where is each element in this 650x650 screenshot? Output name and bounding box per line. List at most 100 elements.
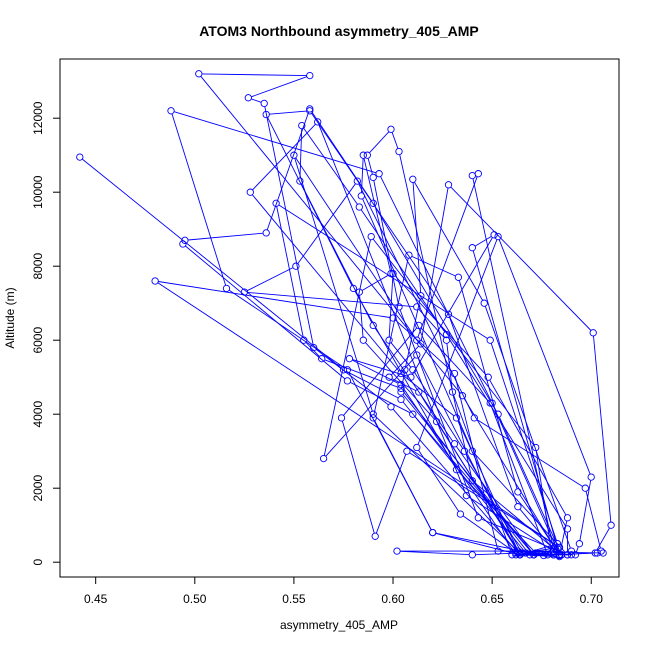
data-point — [363, 151, 371, 159]
series-segment — [402, 394, 533, 553]
series-segment — [200, 76, 461, 394]
data-point — [371, 532, 379, 540]
data-point — [470, 414, 478, 422]
x-axis: 0.45 0.50 0.55 0.60 0.65 0.70 — [84, 576, 603, 606]
data-point — [76, 153, 84, 161]
data-point — [484, 373, 492, 381]
series-segment — [411, 255, 456, 277]
data-point — [532, 443, 540, 452]
data-point — [181, 236, 189, 244]
series-segment — [311, 111, 372, 201]
data-point — [389, 314, 397, 322]
series-segment — [311, 113, 448, 312]
series-segment — [251, 98, 262, 103]
series-segment — [294, 158, 373, 412]
series-segment — [454, 376, 498, 549]
data-point — [409, 175, 417, 183]
series-segment — [228, 289, 346, 369]
series-segment — [390, 342, 412, 368]
data-point — [314, 118, 322, 126]
data-point — [413, 351, 421, 359]
series-segment — [323, 239, 371, 456]
data-point — [555, 551, 564, 559]
series-segment — [453, 394, 512, 552]
series-segment — [363, 158, 391, 271]
data-point — [432, 417, 441, 426]
series-segment — [462, 515, 514, 552]
data-point — [272, 199, 280, 207]
series-segment — [399, 309, 478, 515]
data-point — [195, 70, 203, 78]
series-segment — [325, 357, 416, 457]
x-tick-label: 0.55 — [282, 592, 306, 606]
data-point — [589, 329, 597, 337]
series-segment — [173, 111, 377, 174]
data-point — [357, 192, 365, 200]
data-point — [587, 473, 595, 481]
data-point — [262, 229, 270, 237]
data-point — [349, 284, 358, 293]
series-segment — [171, 113, 227, 286]
data-point — [397, 384, 405, 392]
data-point — [306, 105, 314, 113]
data-point — [516, 549, 524, 557]
data-point — [514, 503, 522, 511]
data-point — [415, 388, 423, 396]
data-point — [369, 321, 377, 330]
y-tick-label: 12000 — [31, 101, 45, 135]
series-segment — [157, 282, 558, 546]
data-point — [429, 528, 437, 537]
data-point — [389, 269, 397, 278]
series-segment — [446, 343, 453, 389]
data-point — [567, 551, 576, 559]
data-point — [494, 410, 502, 418]
y-tick-label: 4000 — [31, 401, 45, 428]
data-point — [452, 414, 461, 422]
data-point — [179, 240, 187, 248]
data-point — [246, 188, 254, 196]
series-segment — [409, 452, 558, 547]
series-segment — [535, 450, 552, 550]
data-point — [490, 231, 498, 239]
data-point — [454, 273, 463, 281]
data-point — [488, 399, 496, 407]
series-segment — [295, 157, 416, 338]
series-segment — [435, 532, 517, 555]
data-point — [262, 110, 270, 119]
data-point — [460, 447, 469, 455]
x-axis-label: asymmetry_405_AMP — [280, 618, 398, 632]
data-point — [375, 170, 383, 178]
data-point — [593, 549, 601, 557]
data-point — [413, 443, 421, 452]
series-segment — [82, 158, 342, 369]
data-point — [395, 147, 403, 156]
series-segment — [352, 359, 408, 377]
series-segment — [251, 194, 400, 372]
series-segment — [251, 76, 307, 98]
series-segment — [246, 267, 294, 292]
data-point — [597, 547, 605, 555]
data-point — [468, 447, 476, 455]
y-tick-label: 0 — [31, 559, 45, 566]
series-segment — [324, 359, 399, 388]
series-segment — [374, 205, 497, 412]
data-point — [514, 547, 522, 555]
data-point — [607, 521, 615, 529]
data-point — [413, 303, 421, 311]
data-point — [397, 369, 405, 378]
series-segment — [412, 237, 493, 375]
series-segment — [247, 291, 414, 308]
series-segment — [305, 342, 320, 357]
data-point — [369, 199, 377, 207]
series-segment — [403, 375, 455, 417]
series-segment — [449, 317, 518, 504]
series-segment — [374, 420, 432, 531]
data-point — [339, 366, 348, 374]
x-tick-label: 0.45 — [84, 592, 108, 606]
series-segment — [490, 405, 547, 552]
x-tick-label: 0.50 — [183, 592, 207, 606]
data-point — [397, 380, 405, 389]
data-point — [292, 262, 300, 270]
data-point — [462, 491, 471, 500]
